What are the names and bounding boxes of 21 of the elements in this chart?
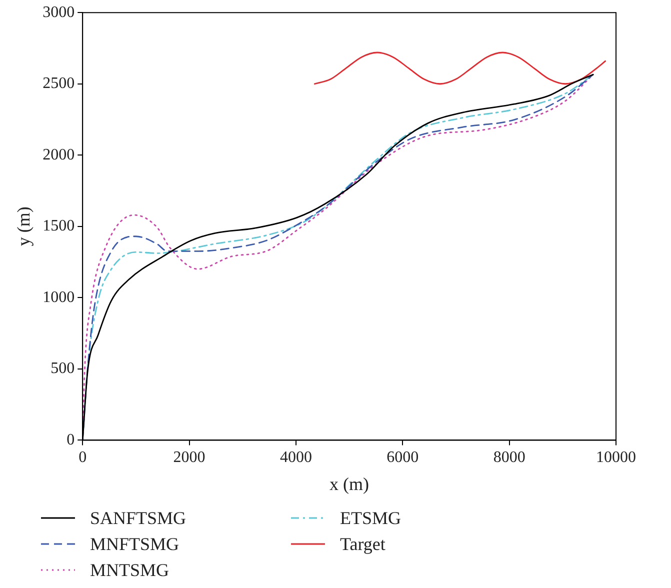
- y-tick-label: 2000: [42, 146, 75, 164]
- legend-label: MNTSMG: [90, 560, 170, 580]
- legend-label: MNFTSMG: [90, 534, 180, 554]
- x-tick-label: 4000: [280, 449, 312, 466]
- legend-label: ETSMG: [340, 508, 402, 528]
- y-tick-label: 500: [50, 360, 75, 378]
- x-tick-label: 6000: [386, 449, 419, 466]
- y-tick-label: 0: [66, 431, 75, 448]
- x-tick-label: 0: [78, 449, 87, 466]
- x-axis-title: x (m): [330, 474, 370, 494]
- x-tick-label: 2000: [173, 449, 206, 466]
- x-tick-label: 8000: [493, 449, 526, 466]
- x-tick-label: 10000: [596, 449, 636, 466]
- y-tick-label: 1000: [42, 288, 75, 306]
- legend-label: SANFTSMG: [90, 508, 186, 528]
- y-axis-title: y (m): [14, 206, 34, 246]
- y-tick-label: 1500: [42, 218, 75, 235]
- legend-label: Target: [340, 534, 386, 554]
- line-series: [314, 52, 606, 85]
- y-tick-label: 3000: [42, 4, 75, 21]
- y-tick-label: 2500: [42, 75, 75, 92]
